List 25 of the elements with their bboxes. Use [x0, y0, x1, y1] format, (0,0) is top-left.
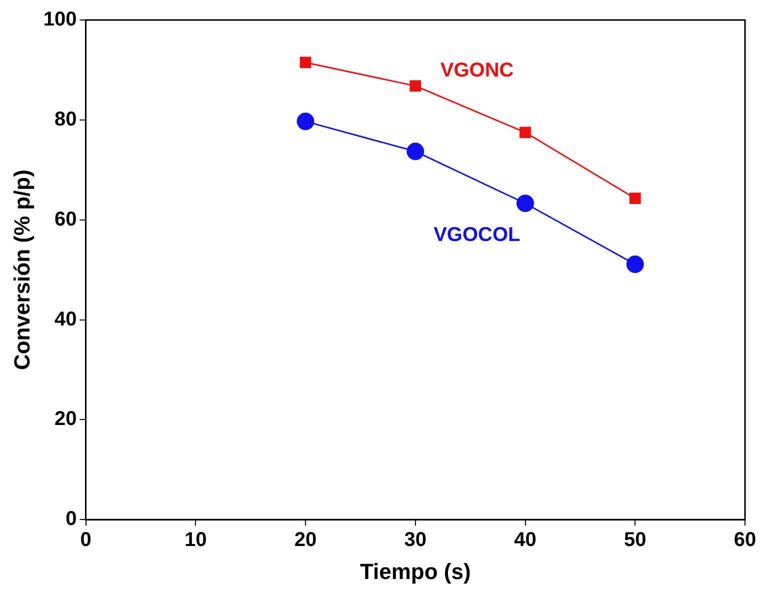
point	[629, 192, 641, 204]
series-label: VGOCOL	[434, 224, 520, 246]
x-tick-label: 10	[184, 529, 207, 552]
series-label: VGONC	[440, 59, 514, 82]
point	[410, 80, 422, 92]
y-axis-title: Conversión (% p/p)	[9, 170, 34, 370]
x-tick-label: 40	[514, 529, 536, 552]
y-tick-label: 80	[54, 108, 77, 130]
x-tick-label: 20	[294, 529, 317, 552]
x-axis-title: Tiempo (s)	[360, 558, 471, 584]
point	[516, 194, 534, 212]
point	[626, 256, 644, 274]
x-tick-label: 50	[624, 529, 646, 552]
y-tick-label: 100	[43, 8, 77, 31]
y-tick-label: 60	[54, 208, 77, 230]
point	[406, 142, 424, 160]
x-tick-label: 0	[80, 529, 92, 552]
point	[300, 56, 312, 68]
point	[520, 126, 531, 138]
y-tick-label: 0	[66, 508, 77, 530]
point	[296, 112, 314, 130]
x-tick-label: 60	[734, 529, 756, 552]
y-tick-label: 40	[54, 308, 77, 330]
y-tick-label: 20	[54, 408, 77, 430]
x-tick-label: 30	[404, 529, 427, 552]
